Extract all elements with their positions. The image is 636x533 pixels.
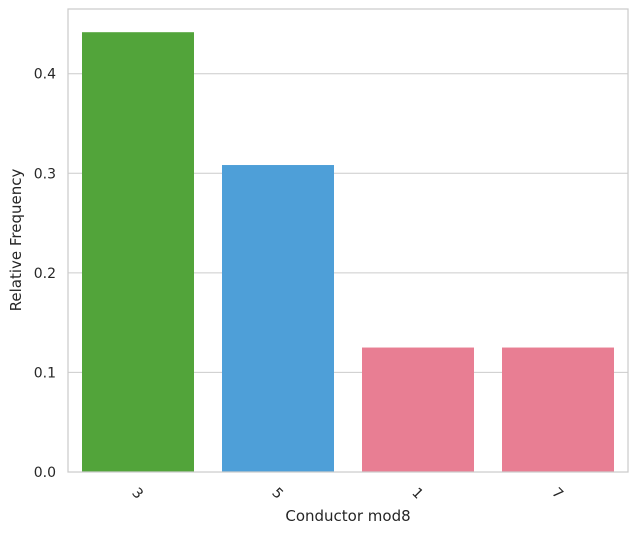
x-tick-label: 3: [128, 485, 146, 503]
plot-frame: [67, 8, 629, 473]
bar-3: [82, 32, 194, 473]
x-tick-label: 5: [268, 485, 286, 503]
y-axis-label: Relative Frequency: [7, 169, 25, 312]
y-tick-label: 0.4: [34, 67, 56, 83]
x-tick-label: 1: [408, 485, 426, 503]
x-tick-labels: 3 5 1 7: [128, 485, 566, 503]
bar-5: [222, 165, 334, 473]
bars: [82, 32, 614, 473]
bar-1: [362, 347, 474, 472]
y-tick-label: 0.2: [34, 266, 56, 282]
x-tick-label: 7: [548, 485, 566, 503]
bar-7: [502, 347, 614, 472]
y-tick-label: 0.3: [34, 166, 56, 182]
x-axis-label: Conductor mod8: [285, 507, 410, 525]
y-tick-label: 0.1: [34, 365, 56, 381]
y-tick-labels: 0.0 0.1 0.2 0.3 0.4: [34, 67, 56, 481]
y-tick-label: 0.0: [34, 465, 56, 481]
